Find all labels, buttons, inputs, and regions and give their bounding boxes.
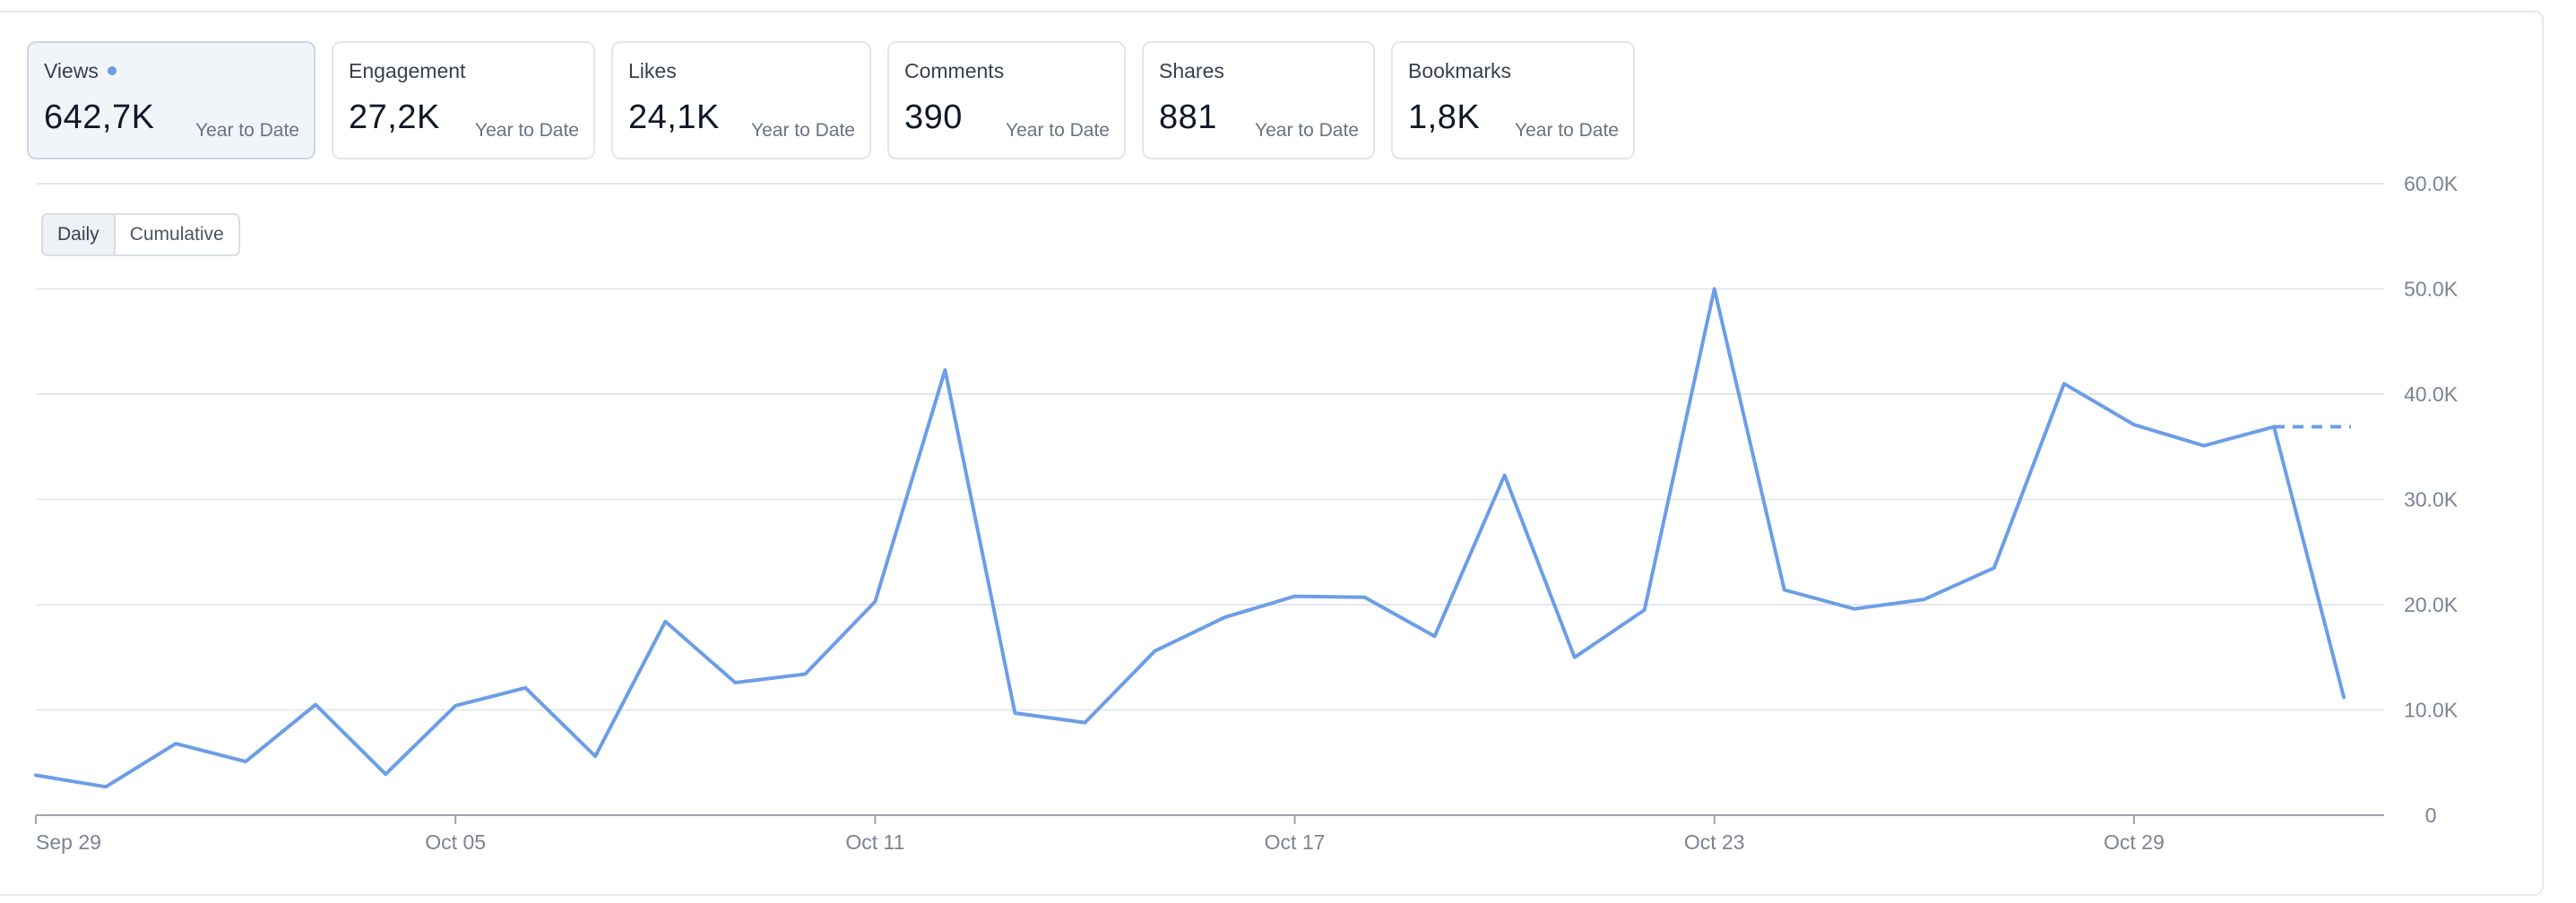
data-point: [1223, 615, 1228, 620]
data-point: [1502, 472, 1508, 477]
data-point: [103, 784, 108, 789]
data-point: [453, 703, 458, 709]
metric-value: 1,8K: [1408, 99, 1481, 136]
data-point: [1152, 649, 1157, 654]
metric-value: 24,1K: [628, 99, 720, 136]
data-point: [662, 619, 668, 624]
data-point: [1992, 565, 1997, 571]
x-tick-label: Oct 23: [1684, 830, 1745, 854]
data-point: [2271, 424, 2277, 429]
data-point: [1292, 594, 1298, 599]
data-point: [732, 680, 738, 685]
data-point: [243, 759, 248, 764]
y-tick-label: 20.0K: [2404, 593, 2459, 616]
data-point: [313, 702, 318, 708]
data-point: [2131, 422, 2137, 427]
data-point: [1572, 655, 1578, 660]
metric-label: Engagement: [349, 59, 466, 82]
view-mode-toggle: Daily Cumulative: [41, 213, 240, 256]
data-point: [33, 772, 39, 778]
metric-value: 881: [1159, 99, 1217, 136]
views-series-line: [34, 287, 2346, 789]
metric-value: 27,2K: [349, 99, 440, 136]
x-tick-label: Oct 05: [425, 830, 486, 854]
metric-period: Year to Date: [1006, 120, 1110, 141]
daily-option[interactable]: Daily: [43, 215, 116, 254]
metric-period: Year to Date: [195, 120, 299, 141]
metric-label: Likes: [628, 59, 677, 82]
data-point: [1432, 633, 1438, 639]
data-point: [872, 598, 877, 604]
y-tick-label: 50.0K: [2404, 278, 2459, 301]
metric-card-views[interactable]: Views 642,7K Year to Date: [27, 41, 316, 159]
y-tick-label: 40.0K: [2404, 383, 2459, 406]
data-point: [592, 753, 598, 759]
y-tick-label: 0: [2425, 804, 2437, 827]
data-point: [1362, 595, 1368, 600]
data-point: [1082, 720, 1087, 726]
data-point: [942, 367, 947, 373]
data-point: [1712, 287, 1717, 292]
metric-label: Bookmarks: [1408, 59, 1512, 82]
metric-card-comments[interactable]: Comments 390 Year to Date: [887, 41, 1126, 159]
data-point: [383, 771, 388, 777]
data-point: [1012, 710, 1017, 716]
data-point: [1642, 607, 1647, 613]
metric-label: Views: [44, 59, 117, 83]
metric-card-shares[interactable]: Shares 881 Year to Date: [1142, 41, 1375, 159]
data-point: [1782, 588, 1787, 593]
metric-period: Year to Date: [751, 120, 855, 141]
y-tick-label: 60.0K: [2404, 172, 2459, 195]
metric-card-bookmarks[interactable]: Bookmarks 1,8K Year to Date: [1391, 41, 1635, 159]
x-tick-label: Oct 17: [1265, 830, 1326, 854]
data-point: [1852, 606, 1857, 612]
cumulative-option[interactable]: Cumulative: [129, 224, 224, 245]
data-point: [802, 672, 808, 677]
metric-period: Year to Date: [475, 120, 579, 141]
x-tick-label: Oct 11: [845, 830, 904, 854]
active-dot-icon: [107, 66, 117, 75]
x-tick-label: Sep 29: [36, 830, 101, 854]
data-point: [173, 741, 178, 746]
metric-card-engagement[interactable]: Engagement 27,2K Year to Date: [332, 41, 595, 159]
metric-period: Year to Date: [1515, 120, 1619, 141]
x-tick-label: Oct 29: [2104, 830, 2165, 854]
y-tick-label: 10.0K: [2404, 699, 2459, 722]
metric-value: 390: [904, 99, 963, 136]
data-point: [2341, 694, 2347, 700]
y-tick-label: 30.0K: [2404, 488, 2459, 512]
metric-period: Year to Date: [1255, 120, 1359, 141]
data-point: [2062, 381, 2067, 386]
data-point: [523, 685, 528, 691]
metric-label: Shares: [1159, 59, 1224, 82]
metric-card-likes[interactable]: Likes 24,1K Year to Date: [611, 41, 871, 159]
metric-value: 642,7K: [44, 99, 155, 136]
metric-label: Comments: [904, 59, 1005, 82]
data-point: [1922, 597, 1927, 602]
data-point: [2201, 443, 2207, 449]
